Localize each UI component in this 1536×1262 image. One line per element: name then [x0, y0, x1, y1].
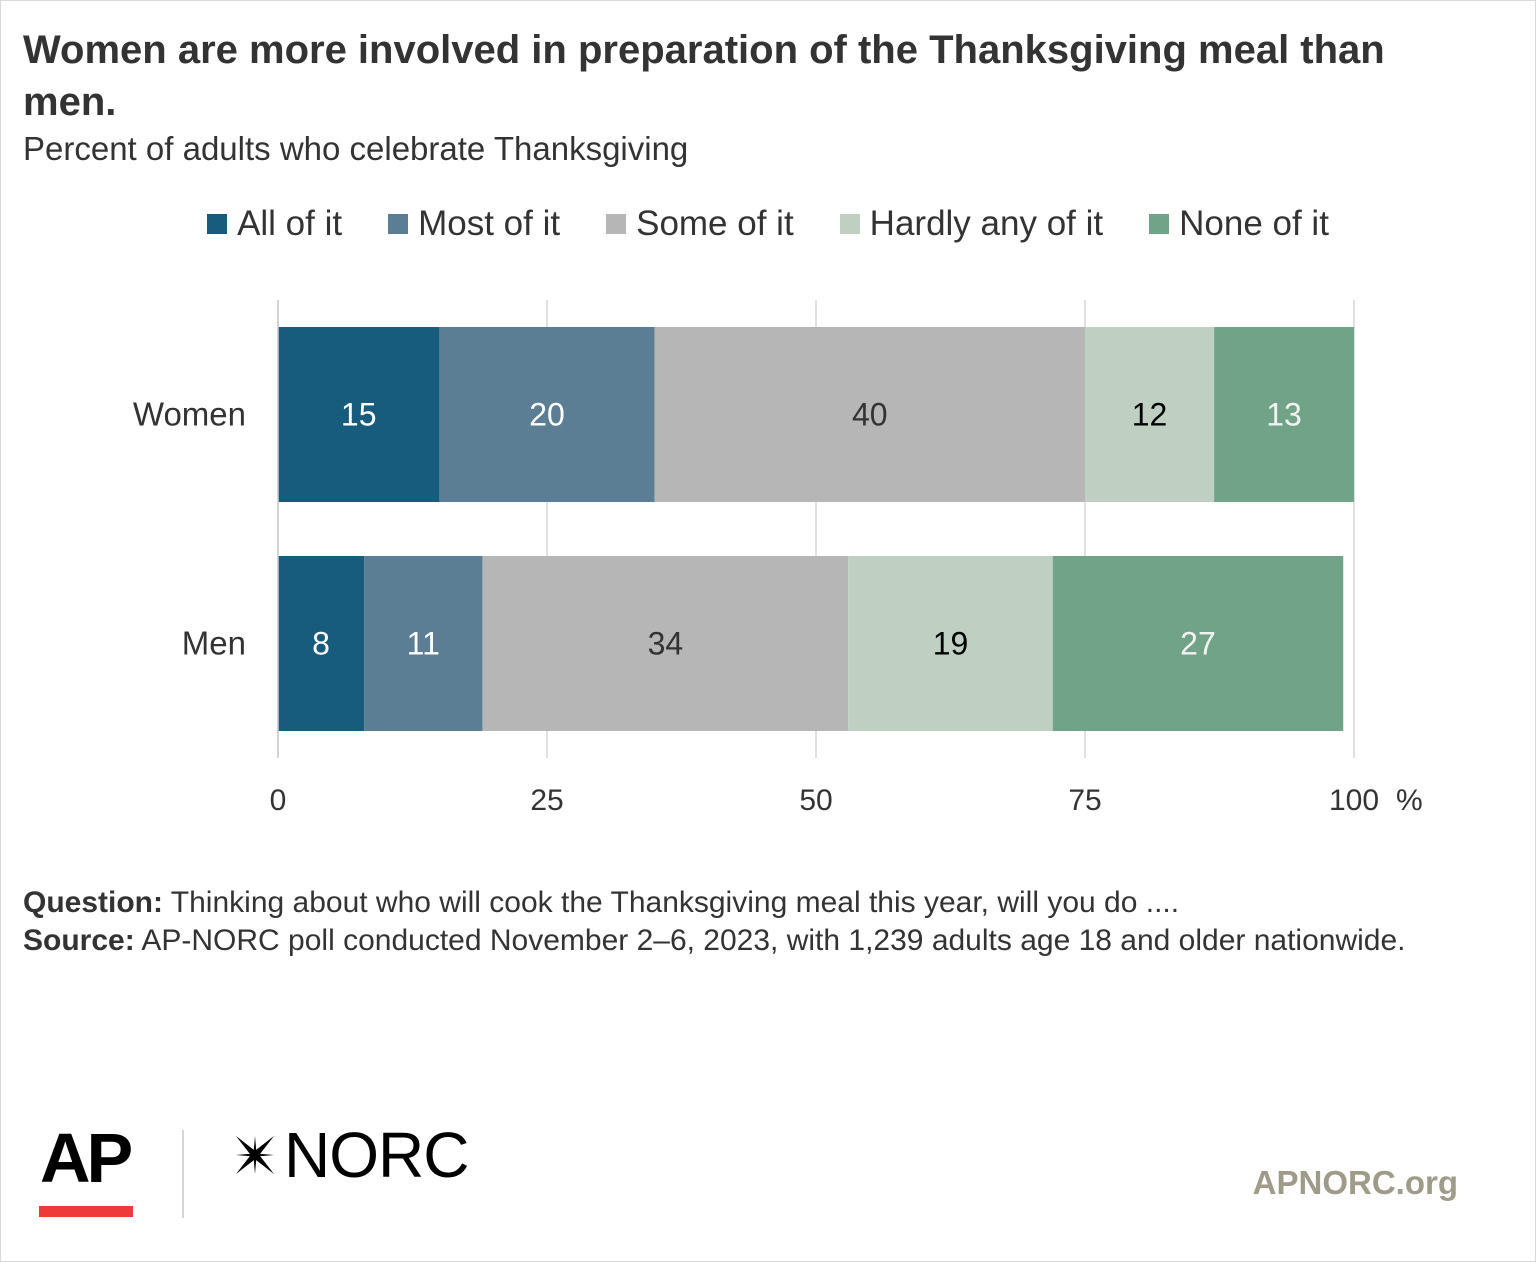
legend-label: None of it	[1179, 204, 1329, 243]
legend-swatch	[388, 214, 409, 234]
legend-item: Some of it	[606, 204, 794, 244]
legend-swatch	[207, 214, 228, 234]
data-label: 19	[933, 626, 969, 662]
legend-item: All of it	[207, 204, 342, 244]
chart-subtitle: Percent of adults who celebrate Thanksgi…	[23, 130, 689, 167]
source-note: Source: AP-NORC poll conducted November …	[23, 922, 1513, 960]
chart-title: Women are more involved in preparation o…	[23, 28, 1385, 124]
ap-logo-bar	[39, 1206, 133, 1217]
bar-segment	[848, 556, 1053, 731]
x-unit-label: %	[1396, 784, 1423, 817]
category-label: Women	[133, 396, 246, 433]
x-tick-label: 100	[1329, 784, 1379, 817]
data-label: 20	[529, 397, 565, 433]
legend: All of it Most of it Some of it Hardly any …	[0, 204, 1536, 244]
bar-segment	[1214, 327, 1354, 502]
x-tick-label: 50	[799, 784, 832, 817]
source-label: Source:	[23, 924, 135, 957]
bar-segment	[439, 327, 655, 502]
bar-segment	[1085, 327, 1215, 502]
logo-divider	[182, 1130, 184, 1218]
norc-star-icon	[235, 1135, 275, 1175]
source-text: AP-NORC poll conducted November 2–6, 202…	[134, 924, 1406, 957]
site-link[interactable]: APNORC.org	[1252, 1164, 1458, 1201]
category-label: Men	[182, 625, 246, 662]
legend-item: Hardly any of it	[839, 204, 1104, 244]
legend-label: All of it	[237, 204, 343, 243]
x-tick-label: 25	[530, 784, 563, 817]
data-label: 11	[407, 626, 440, 662]
legend-item: Most of it	[388, 204, 560, 244]
question-label: Question:	[23, 886, 163, 919]
norc-logo: NORC	[226, 1119, 469, 1191]
data-label: 40	[852, 397, 888, 433]
question-text: Thinking about who will cook the Thanksg…	[163, 886, 1180, 919]
bar-segment	[278, 327, 440, 502]
legend-swatch	[606, 214, 627, 234]
bar-segment	[1052, 556, 1344, 731]
norc-logo-text: NORC	[284, 1119, 469, 1191]
data-label: 27	[1180, 626, 1216, 662]
question-note: Question: Thinking about who will cook t…	[23, 884, 1513, 922]
data-label: 34	[648, 626, 684, 662]
bar-segment	[364, 556, 483, 731]
legend-swatch	[839, 214, 860, 234]
data-label: 13	[1266, 397, 1302, 433]
bar-segment	[654, 327, 1085, 502]
ap-logo: AP	[40, 1119, 133, 1197]
legend-item: None of it	[1149, 204, 1329, 244]
bar-segment	[278, 556, 365, 731]
legend-label: Hardly any of it	[869, 204, 1104, 243]
legend-label: Most of it	[418, 204, 561, 243]
legend-label: Some of it	[636, 204, 794, 243]
bar-segment	[482, 556, 849, 731]
data-label: 15	[341, 397, 377, 433]
x-tick-label: 75	[1068, 784, 1101, 817]
x-tick-label: 0	[270, 784, 287, 817]
data-label: 12	[1132, 397, 1168, 433]
legend-swatch	[1149, 214, 1170, 234]
stacked-bar-chart: 0 25 50 75 100 % Women 15 20 40 12 13 Men 8 11 34 19 27	[133, 300, 1423, 817]
data-label: 8	[312, 626, 330, 662]
